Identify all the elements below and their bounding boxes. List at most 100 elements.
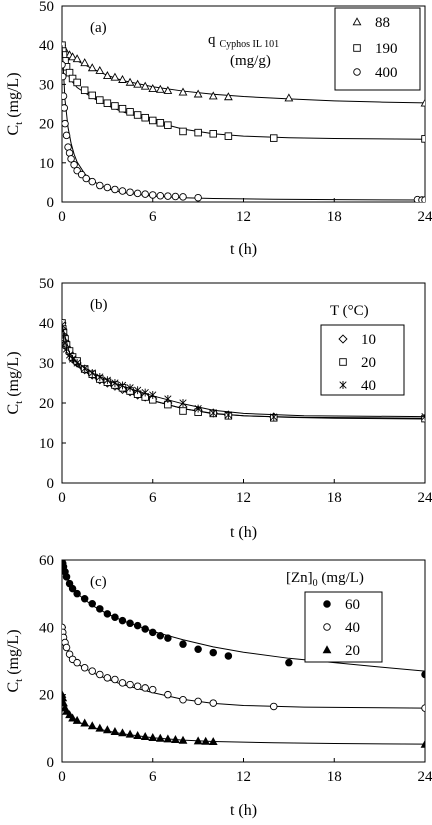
x-tick-label: 6 xyxy=(149,490,157,506)
x-tick-label: 18 xyxy=(327,769,342,785)
y-tick-label: 20 xyxy=(39,688,54,704)
y-tick-label: 0 xyxy=(47,755,55,771)
data-point xyxy=(224,411,232,419)
legend-marker xyxy=(339,381,347,389)
y-axis-label-units: (mg/L) xyxy=(5,351,22,400)
legend-title-units: (mg/g) xyxy=(230,53,271,69)
data-point xyxy=(95,65,105,74)
data-point xyxy=(141,113,149,122)
data-point xyxy=(270,134,278,142)
legend-item-label: 190 xyxy=(375,41,398,57)
y-tick-label: 10 xyxy=(39,156,54,172)
x-axis-label: t (h) xyxy=(230,524,257,541)
data-point xyxy=(62,327,67,335)
y-axis-label-sub: t xyxy=(13,679,25,682)
data-point xyxy=(201,736,211,745)
data-point xyxy=(194,193,202,202)
legend-box xyxy=(304,591,383,663)
data-point xyxy=(420,98,425,107)
legend-item-label: 10 xyxy=(361,332,376,348)
data-point xyxy=(62,339,69,347)
data-point xyxy=(82,174,90,183)
data-point xyxy=(156,191,165,200)
data-point xyxy=(88,91,96,100)
x-tick-label: 24 xyxy=(418,209,432,225)
data-point xyxy=(62,573,71,581)
legend-item-label: 20 xyxy=(345,643,360,659)
data-point xyxy=(421,196,425,202)
data-point xyxy=(62,92,68,100)
data-point xyxy=(179,407,187,415)
data-point xyxy=(103,376,111,385)
data-point xyxy=(126,188,134,196)
data-point xyxy=(118,104,127,113)
data-point xyxy=(194,128,202,137)
data-point xyxy=(179,127,187,136)
data-point xyxy=(140,732,150,741)
data-point xyxy=(194,645,202,653)
data-point xyxy=(148,83,158,92)
data-point xyxy=(208,737,218,746)
data-point xyxy=(118,679,127,687)
y-axis-label-main: C xyxy=(5,404,22,415)
data-point xyxy=(88,177,96,186)
legend-item-label: 20 xyxy=(361,355,376,371)
data-point xyxy=(194,697,202,706)
x-tick-label: 6 xyxy=(149,769,157,785)
data-point xyxy=(81,364,89,373)
data-point xyxy=(133,111,142,119)
data-point xyxy=(118,187,127,195)
data-point xyxy=(73,658,81,667)
y-tick-label: 50 xyxy=(39,276,54,292)
data-point xyxy=(126,108,134,116)
data-point xyxy=(125,729,135,738)
data-point xyxy=(148,685,157,694)
chart-panel-3: 0 6 12 18 24 0 20 40 60 t (h) Ct (mg/L) (c) 60 40 20 [Z… xyxy=(5,553,432,819)
data-point xyxy=(62,643,71,652)
data-point xyxy=(96,373,104,381)
data-point xyxy=(171,735,180,744)
data-point xyxy=(80,594,89,603)
x-tick-label: 0 xyxy=(58,209,66,225)
chart-panel-2: 0 6 12 18 24 0 10 20 30 40 50 t (h) Ct (mg/L) (b) 10 20… xyxy=(5,276,432,541)
data-point xyxy=(96,96,104,104)
data-point xyxy=(80,58,90,67)
x-tick-label: 18 xyxy=(327,209,342,225)
x-tick-label: 24 xyxy=(418,769,432,785)
legend-title-sub: Cyphos IL 101 xyxy=(220,39,280,50)
x-tick-label: 24 xyxy=(418,490,432,506)
x-axis-label: t (h) xyxy=(230,241,257,258)
data-point xyxy=(95,723,105,732)
data-point xyxy=(148,191,157,199)
legend-marker xyxy=(323,600,331,608)
data-point xyxy=(126,383,134,392)
legend-marker xyxy=(338,334,348,344)
y-tick-label: 40 xyxy=(39,620,54,636)
data-point xyxy=(126,619,134,628)
data-point xyxy=(68,584,77,593)
legend-marker xyxy=(353,44,361,52)
panel-label: (c) xyxy=(90,574,107,590)
data-point xyxy=(155,84,165,93)
legend-item-label: 60 xyxy=(345,597,360,613)
data-point xyxy=(209,648,217,657)
data-point xyxy=(68,713,77,722)
data-point xyxy=(155,733,165,742)
data-point xyxy=(133,189,142,198)
data-point xyxy=(73,359,81,367)
data-point xyxy=(224,652,233,660)
legend-title-q: q xyxy=(208,32,216,48)
x-tick-label: 18 xyxy=(327,490,342,506)
legend-marker xyxy=(322,645,332,654)
data-point xyxy=(67,155,75,163)
data-point xyxy=(171,192,180,201)
data-point xyxy=(62,119,69,128)
y-tick-label: 60 xyxy=(39,553,54,569)
y-axis-label-main: C xyxy=(5,125,22,136)
data-point xyxy=(179,695,187,704)
series-40 xyxy=(62,623,425,712)
data-point xyxy=(118,616,127,625)
y-axis-label-sub: t xyxy=(13,122,25,125)
data-point xyxy=(141,190,149,198)
y-axis-label-sub: t xyxy=(13,401,25,404)
